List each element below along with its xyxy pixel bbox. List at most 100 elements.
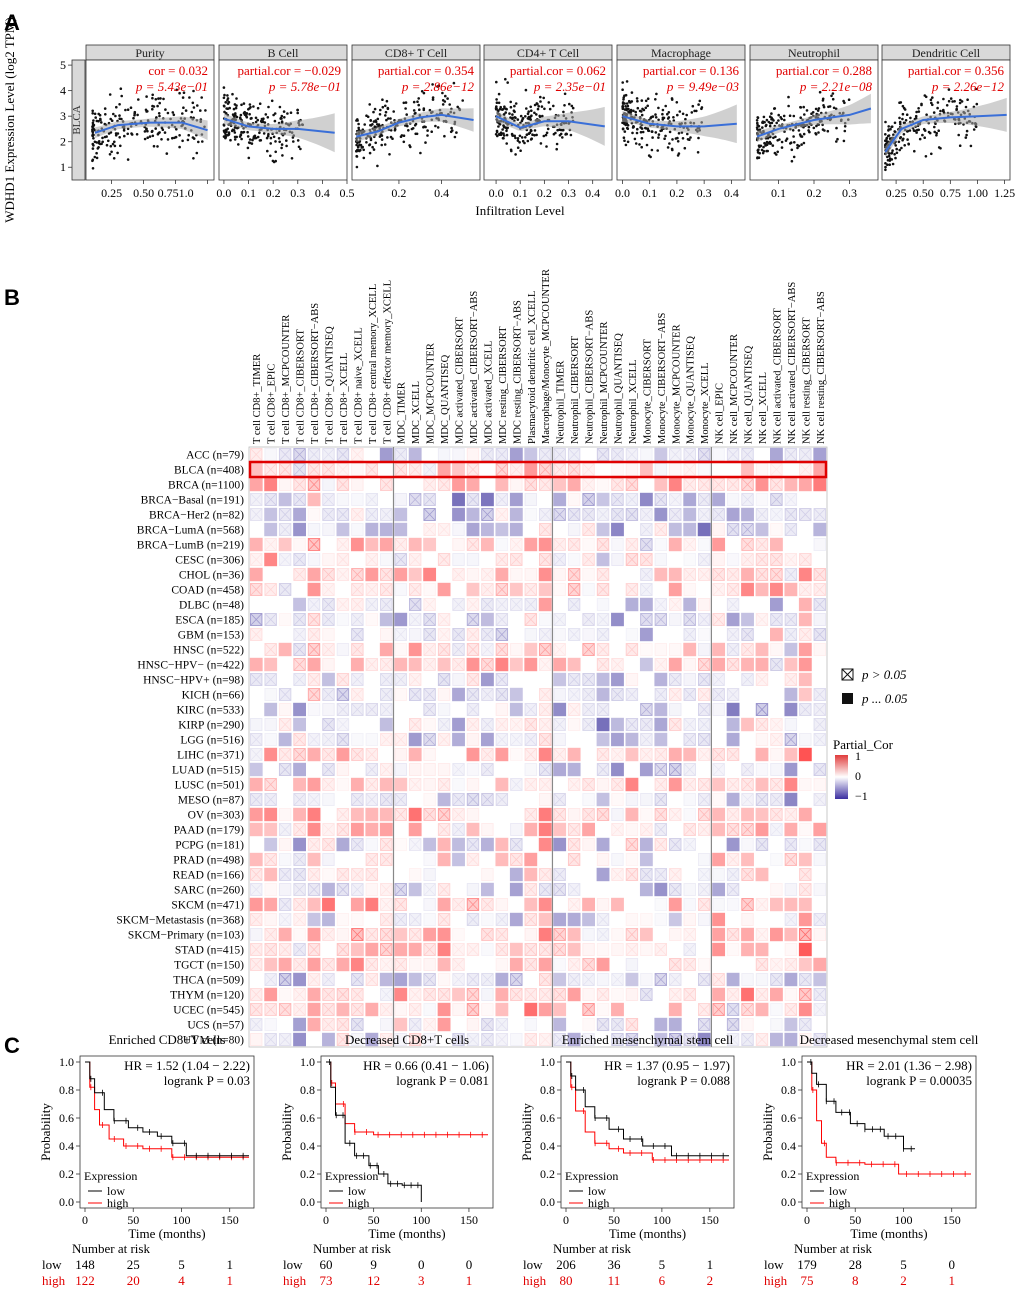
data-point — [755, 119, 759, 122]
heatmap-cell-fill — [495, 852, 509, 867]
heatmap-cell — [394, 583, 407, 596]
heatmap-cell — [539, 523, 552, 536]
heatmap-cell — [611, 732, 624, 747]
heatmap-cell — [813, 568, 826, 581]
heatmap-cell-cross — [597, 583, 610, 596]
heatmap-cell-fill — [625, 777, 639, 792]
heatmap-cell — [466, 808, 480, 821]
heatmap-cell — [322, 478, 335, 491]
heatmap-cell-cross — [336, 673, 349, 686]
heatmap-cell — [423, 808, 436, 821]
data-point — [118, 103, 121, 106]
heatmap-cell-cross — [524, 778, 537, 791]
heatmap-cell-fill — [784, 477, 798, 492]
heatmap-cell — [683, 478, 696, 491]
data-point — [123, 134, 126, 138]
data-point — [935, 134, 938, 137]
heatmap-cell — [307, 448, 321, 461]
heatmap-cell — [293, 673, 306, 686]
heatmap-cell-cross — [438, 478, 451, 491]
heatmap-cell — [336, 493, 350, 506]
data-point — [282, 110, 286, 113]
data-point — [885, 137, 888, 140]
heatmap-cell — [481, 688, 494, 701]
heatmap-cell — [813, 522, 827, 537]
heatmap-cell-cross — [380, 688, 393, 701]
heatmap-cell — [307, 643, 321, 656]
heatmap-cell-fill — [798, 612, 812, 627]
heatmap-cell-cross — [784, 733, 797, 746]
heatmap-cell — [755, 673, 769, 686]
heatmap-cell-cross — [625, 868, 638, 881]
heatmap-cell-cross — [582, 808, 595, 821]
heatmap-cell-fill — [726, 792, 740, 807]
data-point — [199, 109, 202, 112]
heatmap-cell-cross — [380, 853, 393, 866]
heatmap-cell — [770, 793, 783, 806]
data-point — [964, 136, 968, 139]
data-point — [965, 133, 968, 137]
heatmap-cell — [770, 733, 783, 746]
heatmap-cell — [698, 688, 711, 701]
heatmap-cell-fill — [264, 507, 278, 522]
heatmap-cell — [755, 793, 769, 806]
heatmap-cell — [539, 703, 552, 716]
heatmap-cell-fill — [437, 852, 451, 867]
data-point — [628, 100, 631, 104]
heatmap-cell-fill — [596, 552, 610, 567]
heatmap-cell — [698, 673, 711, 686]
heatmap-cell-cross — [365, 553, 378, 566]
heatmap-cell — [278, 703, 292, 716]
heatmap-cell — [452, 837, 465, 852]
heatmap-cell-fill — [668, 582, 682, 597]
data-point — [188, 96, 191, 99]
heatmap-cell-box — [380, 628, 393, 641]
heatmap-cell — [567, 628, 581, 641]
heatmap-cell-fill — [798, 657, 812, 672]
heatmap-cell — [466, 793, 480, 806]
data-point — [249, 105, 252, 109]
heatmap-cell-cross — [640, 733, 653, 746]
heatmap-cell-cross — [539, 688, 552, 701]
heatmap-cell — [582, 613, 595, 626]
data-point — [91, 128, 95, 131]
data-point — [775, 121, 778, 125]
heatmap-cell — [770, 643, 783, 656]
heatmap-cell-cross — [669, 688, 682, 701]
data-point — [784, 139, 788, 142]
heatmap-cell — [394, 673, 407, 686]
heatmap-cell — [524, 598, 537, 611]
heatmap-cell — [423, 643, 436, 656]
data-point — [182, 106, 185, 109]
data-point — [947, 88, 951, 91]
heatmap-cell-box — [683, 673, 696, 686]
heatmap-cell — [307, 582, 321, 597]
data-point — [975, 102, 979, 106]
heatmap-cell-fill — [495, 477, 509, 492]
heatmap-cell-fill — [784, 657, 798, 672]
heatmap-cell — [741, 868, 754, 881]
heatmap-cell-box — [307, 703, 321, 716]
heatmap-cell-cross — [466, 613, 479, 626]
heatmap-cell — [726, 612, 740, 627]
heatmap-cell — [264, 793, 277, 806]
heatmap-cell-box — [380, 553, 393, 566]
heatmap-cell-fill — [639, 627, 653, 642]
heatmap-cell — [336, 778, 350, 791]
heatmap-cell-fill — [307, 567, 321, 582]
data-point — [762, 149, 766, 153]
heatmap-cell-cross — [784, 808, 797, 821]
heatmap-cell — [365, 508, 379, 521]
heatmap-cell-cross — [813, 838, 826, 851]
heatmap-cell-box — [799, 778, 812, 791]
data-point — [893, 121, 897, 125]
heatmap-cell — [683, 747, 697, 762]
heatmap-cell — [380, 793, 393, 806]
data-point — [650, 115, 653, 119]
heatmap-cell-box — [784, 718, 798, 731]
heatmap-cell-cross — [784, 493, 797, 506]
heatmap-cell-cross — [351, 838, 364, 851]
heatmap-cell-cross — [495, 448, 508, 461]
heatmap-cell-fill — [307, 777, 321, 792]
